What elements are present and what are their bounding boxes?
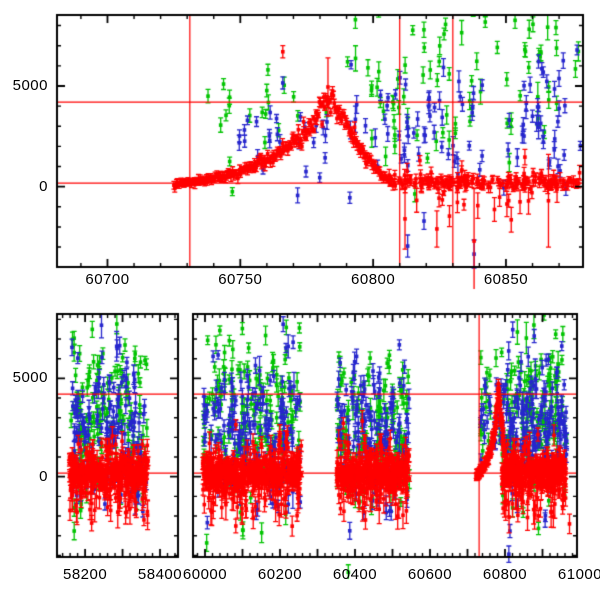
light-curve-canvas [0,0,600,600]
light-curve-figure: 60700 60750 60800 60850 0 5000 58200 58400 0 5000… [0,0,600,600]
